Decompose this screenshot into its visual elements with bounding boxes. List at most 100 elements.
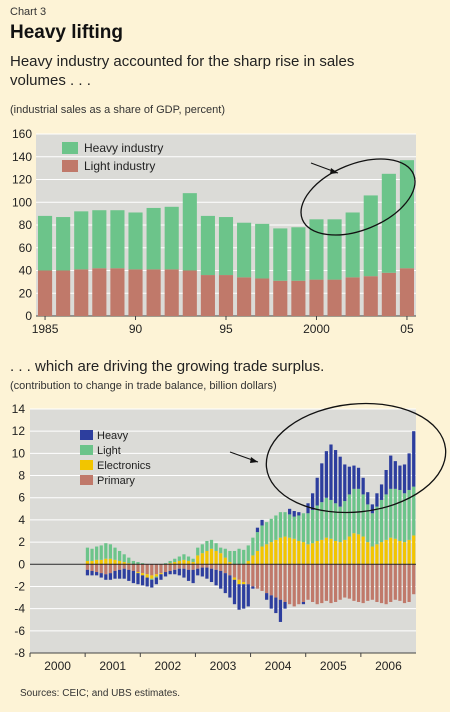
bar-electronics [375,544,379,565]
bar-heavy-industry [309,219,324,280]
bar-heavy [90,570,94,576]
y-axis-top: 0 20 40 60 80 100 120 140 160 [12,127,32,323]
legend-swatch-heavy-industry [62,142,78,154]
bar-light [283,512,287,537]
bar-electronics [301,542,306,565]
bar-light [85,547,90,561]
bar-light [209,539,214,549]
bar-primary [223,564,227,574]
bar-primary [177,564,181,569]
bar-light [90,548,94,561]
bar-primary [278,564,283,600]
bar-light [375,506,379,545]
bar-heavy-industry [164,206,179,270]
bar-electronics [389,537,393,565]
bar-heavy [375,493,379,507]
y-tick-label: 140 [12,150,32,164]
bar-heavy [159,574,163,580]
bar-heavy-industry [237,222,252,278]
bar-electronics [352,533,356,565]
legend-swatch-heavy [80,430,93,440]
bar-electronics [150,575,154,579]
bar-primary [269,564,273,596]
highlight-ellipse-bottom [265,402,447,514]
bar-heavy-industry [128,212,143,270]
bar-light [246,545,250,561]
bar-heavy-industry [146,207,161,270]
bar-light [196,547,200,556]
bar-primary [343,564,347,598]
bar-primary [389,564,393,602]
legend-swatch-light [80,445,93,455]
legend-label-electronics: Electronics [97,460,151,472]
bar-electronics [232,577,237,580]
bar-primary [246,564,250,585]
bar-primary [90,564,94,571]
y-tick-label: 120 [12,173,32,187]
bar-light [407,489,411,540]
bar-primary [292,564,296,607]
bar-light [163,563,168,565]
bar-heavy [255,527,260,533]
bar-light [117,550,122,561]
bar-light-industry [164,269,179,316]
bar-heavy [407,453,411,490]
bar-heavy [310,493,315,510]
y-tick-label: -4 [14,602,25,616]
bar-heavy [117,569,122,579]
bar-light-industry [74,269,89,316]
bar-light-industry [309,279,324,316]
bar-light [329,499,333,539]
bar-electronics [361,536,365,565]
bar-electronics [196,555,200,565]
y-tick-label: 2 [18,535,25,549]
bar-heavy-industry [37,215,53,271]
legend-label-heavy: Heavy [97,430,129,442]
legend-label-light-industry: Light industry [84,159,155,173]
x-tick-label: 2000 [303,322,330,336]
bar-heavy [205,567,209,579]
bar-light [343,501,347,540]
bar-electronics [278,537,283,565]
bar-primary [117,564,122,570]
bar-heavy [246,584,250,607]
bar-light [214,543,218,551]
x-tick-label: 95 [219,322,233,336]
legend-swatch-electronics [80,460,93,470]
bar-electronics [329,538,333,565]
bar-primary [324,564,329,601]
bar-heavy-industry [110,210,125,269]
highlight-ellipse-top [300,158,416,236]
bar-primary [384,564,388,605]
bar-light-industry [273,280,288,316]
x-axis-top: 1985 90 95 2000 05 [32,316,414,336]
y-tick-label: 160 [12,127,32,141]
bar-heavy [200,567,204,577]
bar-heavy [196,568,200,576]
bar-electronics [223,557,227,565]
bar-heavy [145,577,149,587]
bar-heavy [163,572,168,577]
bar-primary [85,564,90,570]
bar-light [108,544,113,559]
bar-electronics [99,559,103,565]
bar-heavy [347,466,351,495]
bar-electronics [379,542,384,565]
bar-heavy [99,573,103,578]
legend-top: Heavy industry Light industry [62,141,163,173]
bar-primary [352,564,356,601]
bar-light [242,549,246,565]
bar-heavy [329,444,333,500]
bar-light [297,515,301,541]
y-tick-label: -6 [14,624,25,638]
bar-primary [260,564,264,591]
bar-heavy [150,579,154,588]
bar-electronics [412,535,416,565]
bar-electronics [306,544,310,565]
bar-electronics [154,574,158,577]
annotation-top [300,158,416,236]
bar-light [177,556,181,561]
bar-electronics [122,562,126,565]
bar-primary [283,564,287,602]
bar-electronics [90,560,94,565]
